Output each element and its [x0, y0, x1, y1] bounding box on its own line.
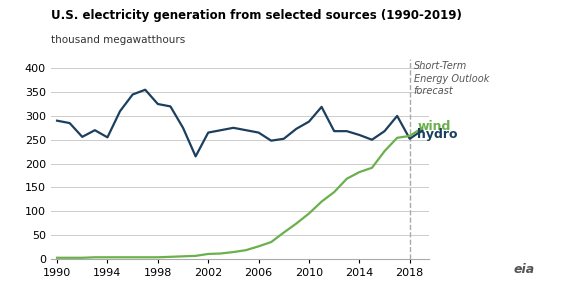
- Text: thousand megawatthours: thousand megawatthours: [51, 35, 185, 45]
- Text: eia: eia: [514, 263, 535, 276]
- Text: wind: wind: [417, 120, 451, 133]
- Text: U.S. electricity generation from selected sources (1990-2019): U.S. electricity generation from selecte…: [51, 9, 462, 22]
- Text: Short-Term
Energy Outlook
forecast: Short-Term Energy Outlook forecast: [413, 61, 489, 96]
- Text: hydro: hydro: [417, 128, 458, 141]
